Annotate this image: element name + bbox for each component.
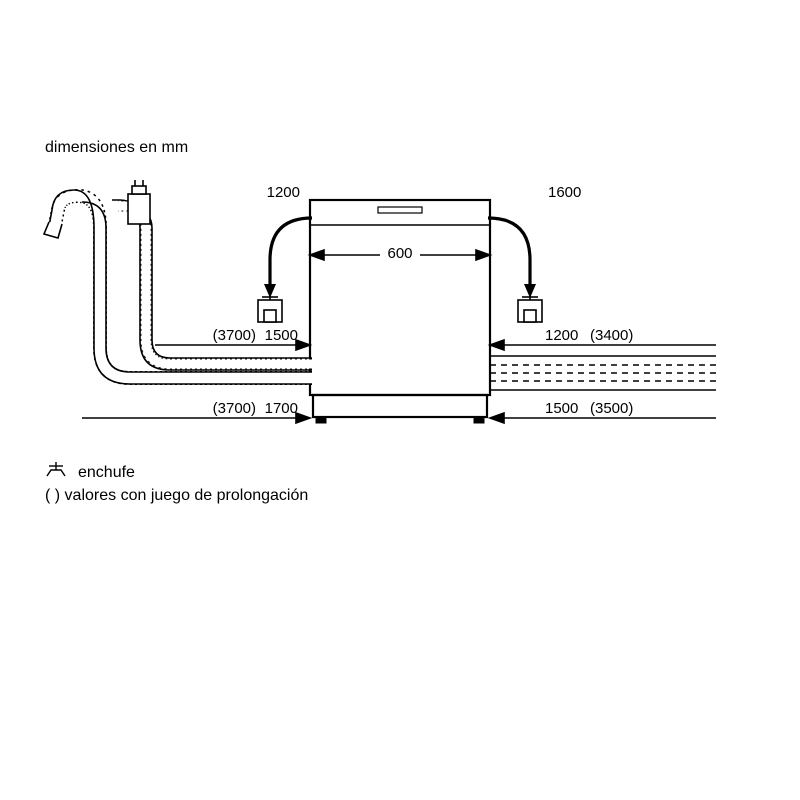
- hoses-right: [490, 356, 716, 390]
- appliance: [310, 200, 490, 423]
- label-mid-right: 1200: [545, 327, 578, 344]
- legend: enchufe ( ) valores con juego de prolong…: [45, 462, 308, 504]
- title-text: dimensiones en mm: [45, 139, 188, 156]
- label-bot-left-ext: (3700): [213, 400, 256, 417]
- cord-top-left: [264, 218, 312, 298]
- legend-valores: ( ) valores con juego de prolongación: [45, 487, 308, 504]
- installation-diagram: dimensiones en mm 600 1200 1600: [0, 0, 800, 800]
- label-width: 600: [387, 245, 412, 262]
- cord-top-right: [488, 218, 536, 298]
- socket-left: [258, 293, 282, 322]
- label-mid-right-ext: (3400): [590, 327, 633, 344]
- label-bot-left: 1700: [265, 400, 298, 417]
- socket-right: [518, 293, 542, 322]
- legend-enchufe: enchufe: [78, 464, 135, 481]
- label-mid-left: 1500: [265, 327, 298, 344]
- aquastop-valve: [128, 180, 150, 224]
- label-bot-right: 1500: [545, 400, 578, 417]
- label-bot-right-ext: (3500): [590, 400, 633, 417]
- label-mid-left-ext: (3700): [213, 327, 256, 344]
- label-top-right: 1600: [548, 184, 581, 201]
- label-top-left: 1200: [267, 184, 300, 201]
